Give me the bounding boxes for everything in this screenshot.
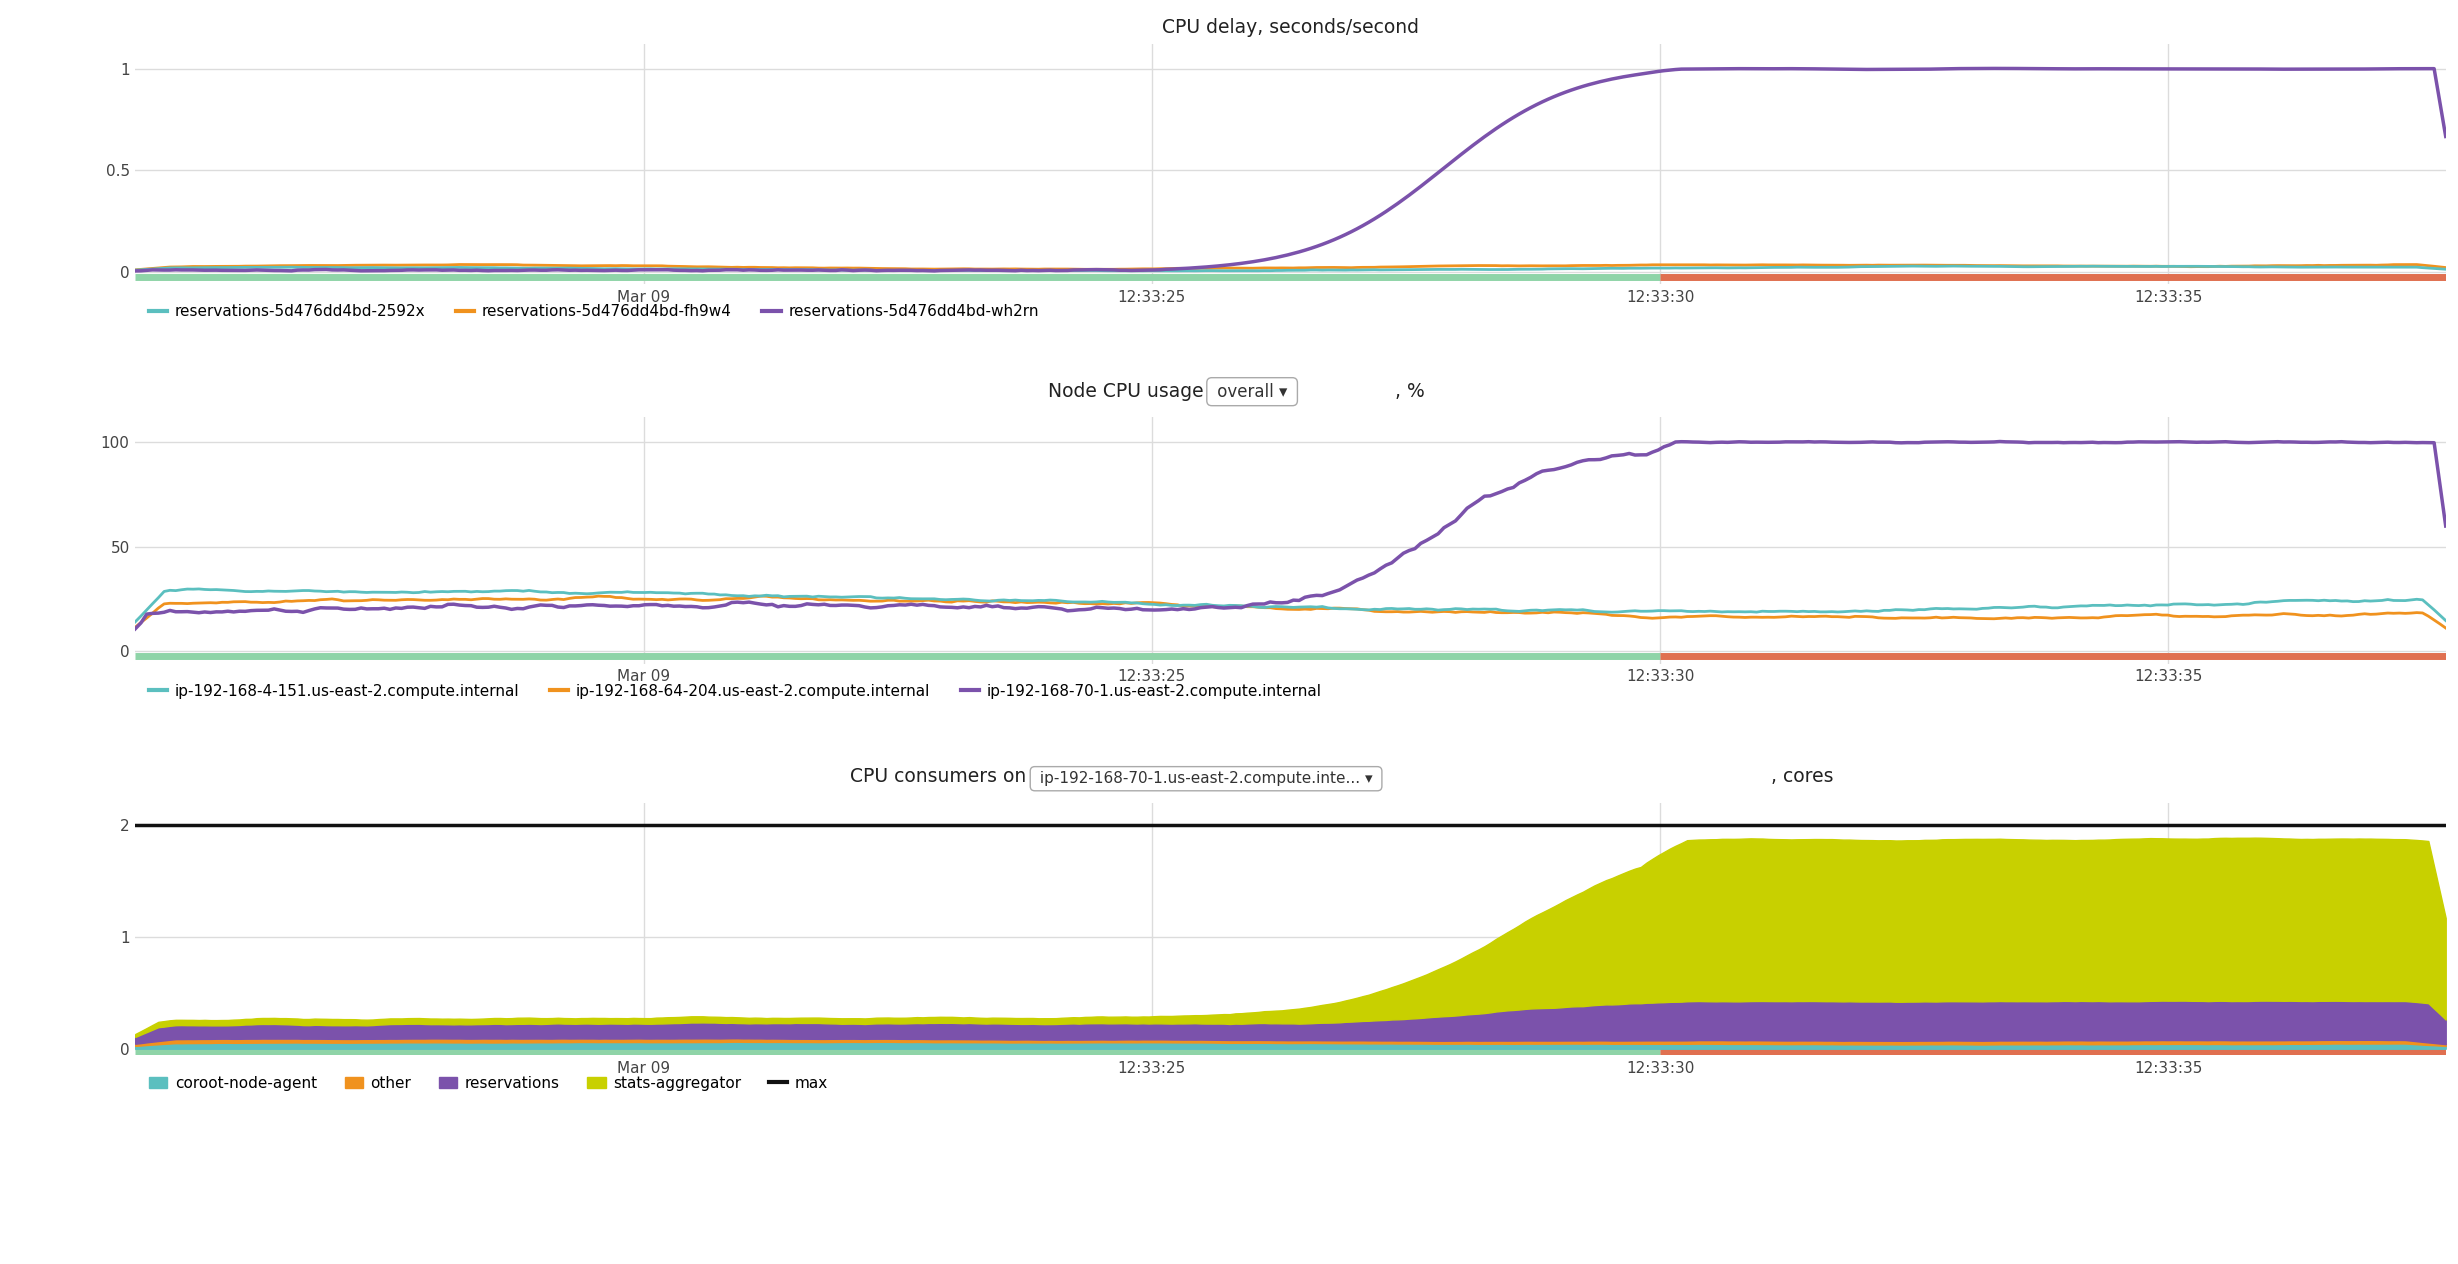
Legend: coroot-node-agent, other, reservations, stats-aggregator, max: coroot-node-agent, other, reservations, … bbox=[143, 1069, 833, 1097]
Title: CPU delay, seconds/second: CPU delay, seconds/second bbox=[1163, 18, 1418, 37]
Text: overall ▾: overall ▾ bbox=[1212, 383, 1293, 401]
Legend: reservations-5d476dd4bd-2592x, reservations-5d476dd4bd-fh9w4, reservations-5d476: reservations-5d476dd4bd-2592x, reservati… bbox=[143, 298, 1045, 326]
Text: , cores: , cores bbox=[1765, 767, 1834, 786]
Text: CPU consumers on: CPU consumers on bbox=[850, 767, 1032, 786]
Text: , %: , % bbox=[1389, 382, 1426, 401]
Legend: ip-192-168-4-151.us-east-2.compute.internal, ip-192-168-64-204.us-east-2.compute: ip-192-168-4-151.us-east-2.compute.inter… bbox=[143, 678, 1327, 705]
Text: ip-192-168-70-1.us-east-2.compute.inte... ▾: ip-192-168-70-1.us-east-2.compute.inte..… bbox=[1035, 771, 1376, 786]
Text: Node CPU usage: Node CPU usage bbox=[1047, 382, 1209, 401]
